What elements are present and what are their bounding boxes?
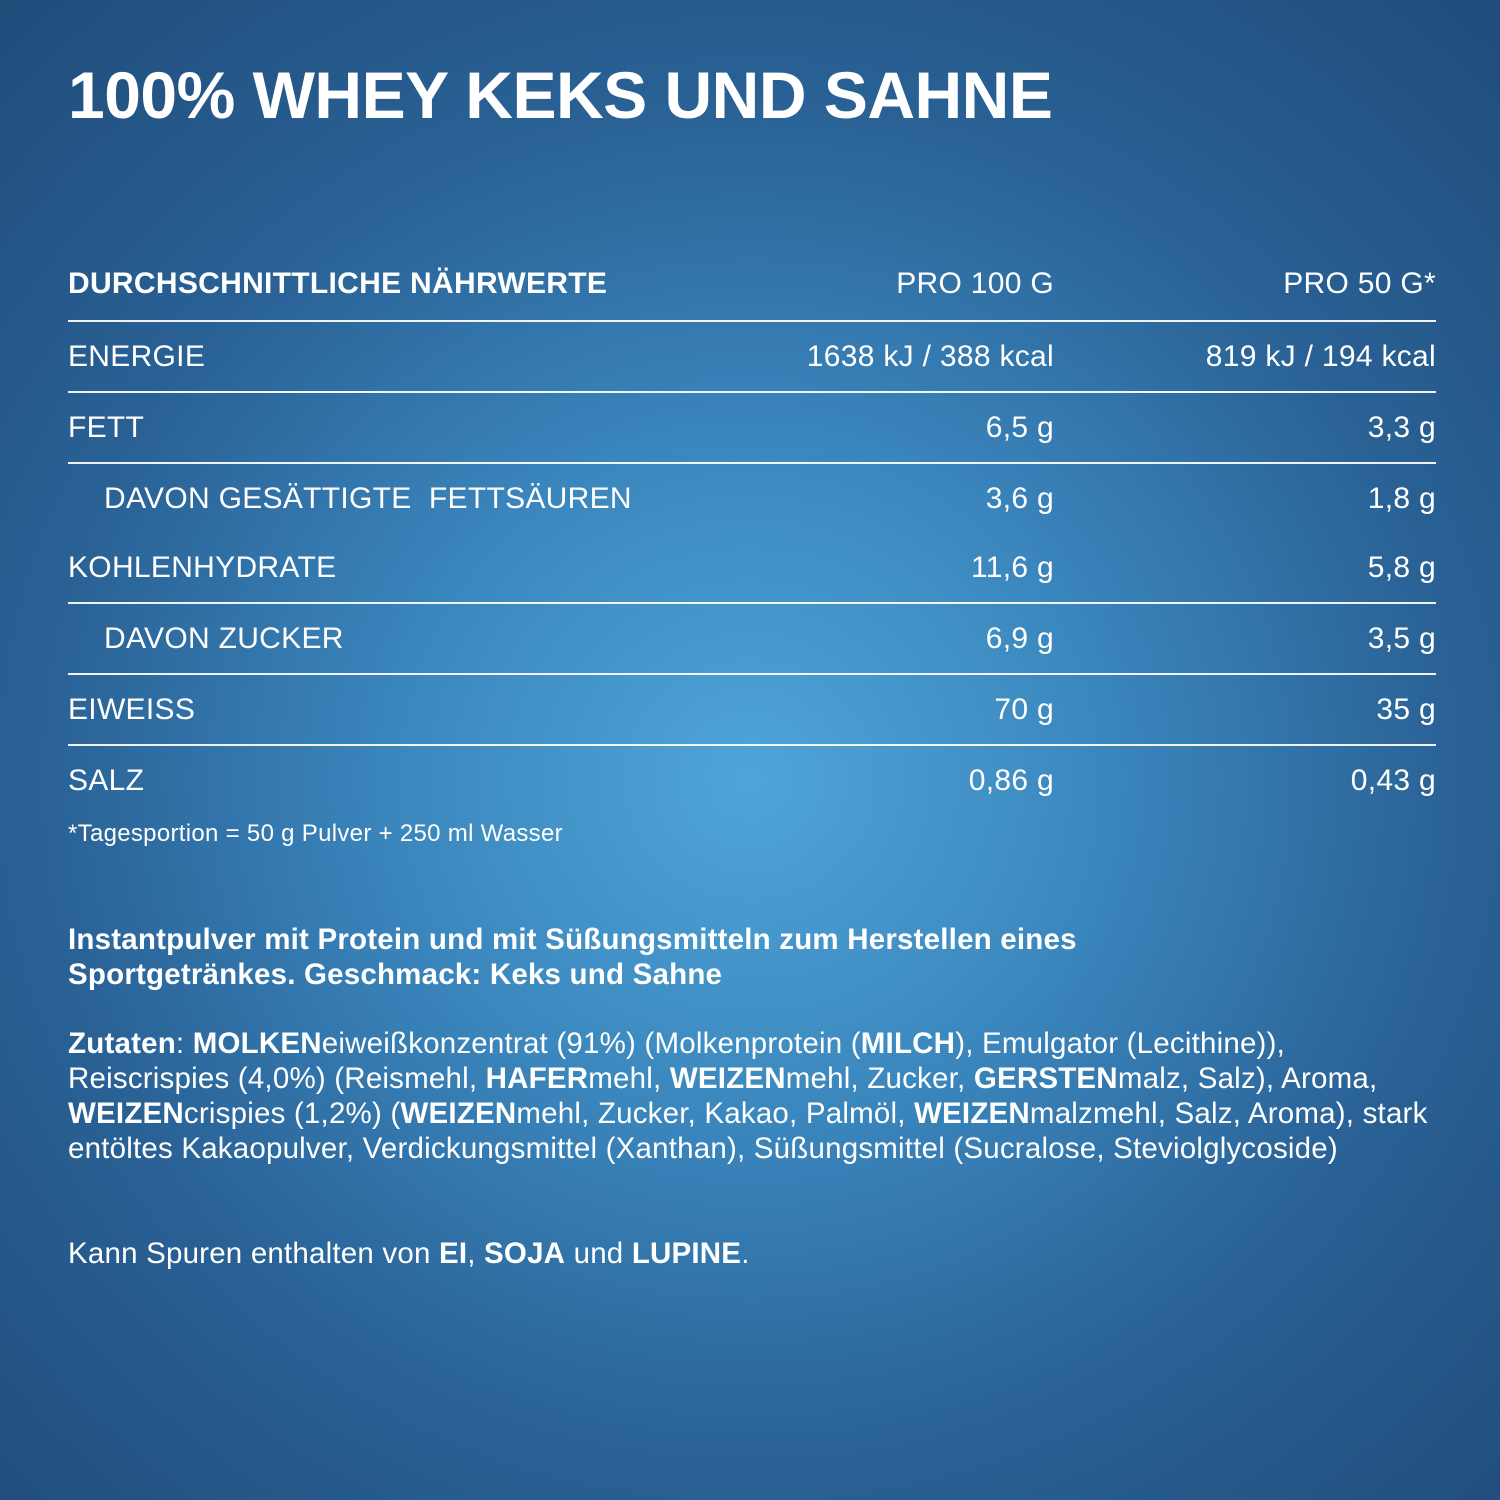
- traces-statement: Kann Spuren enthalten von EI, SOJA und L…: [68, 1236, 1448, 1271]
- allergen-milk: MILCH: [860, 1027, 956, 1060]
- nutrition-row-salt: SALZ 0,86 g 0,43 g: [68, 745, 1436, 815]
- nutrition-table: DURCHSCHNITTLICHE NÄHRWERTE PRO 100 G PR…: [68, 248, 1436, 815]
- nutrition-row-sugar: DAVON ZUCKER 6,9 g 3,5 g: [68, 603, 1436, 675]
- value-per-50g: 3,5 g: [1054, 603, 1436, 675]
- nutrient-label: SALZ: [68, 763, 145, 797]
- product-description: Instantpulver mit Protein und mit Süßung…: [68, 922, 1448, 992]
- allergen-oats: HAFER: [485, 1062, 589, 1095]
- ingredients-text: :: [175, 1027, 193, 1060]
- traces-text: Kann Spuren enthalten von: [68, 1237, 439, 1270]
- nutrition-row-energy: ENERGIE 1638 kJ / 388 kcal 819 kJ / 194 …: [68, 321, 1436, 393]
- nutrient-label: FETT: [68, 392, 754, 464]
- nutrition-row-fat: FETT 6,5 g 3,3 g: [68, 392, 1436, 464]
- ingredients-label: Zutaten: [68, 1027, 176, 1060]
- allergen-wheat: WEIZEN: [669, 1062, 786, 1095]
- ingredients-text: ), Emulgator (Lecithine)), Reiscrispies …: [68, 1027, 1286, 1095]
- value-per-50g: 35 g: [1054, 674, 1436, 746]
- ingredients-text: mehl, Zucker, Kakao, Palmöl,: [516, 1097, 914, 1130]
- allergen-egg: EI: [438, 1237, 468, 1270]
- serving-footnote: *Tagesportion = 50 g Pulver + 250 ml Was…: [68, 820, 563, 847]
- nutrition-row-protein: EIWEISS 70 g 35 g: [68, 674, 1436, 746]
- allergen-soy: SOJA: [484, 1237, 566, 1270]
- product-title: 100% WHEY KEKS UND SAHNE: [68, 58, 1053, 132]
- nutrition-header-row: DURCHSCHNITTLICHE NÄHRWERTE PRO 100 G PR…: [68, 248, 1436, 322]
- allergen-milk: MOLKEN: [192, 1027, 322, 1060]
- nutrient-label: EIWEISS: [68, 674, 754, 746]
- ingredients-text: mehl, Zucker,: [785, 1062, 974, 1095]
- header-nutrient-label: DURCHSCHNITTLICHE NÄHRWERTE: [68, 248, 754, 322]
- value-per-50g: 5,8 g: [1054, 533, 1436, 604]
- ingredients-text: malzmehl, Salz, Aroma), stark entöltes K…: [68, 1097, 1428, 1165]
- header-per-100g: PRO 100 G: [754, 248, 1054, 322]
- traces-text: .: [741, 1237, 750, 1270]
- value-per-100g: 6,9 g: [754, 603, 1054, 675]
- nutrient-label: KOHLENHYDRATE: [68, 533, 754, 604]
- allergen-wheat: WEIZEN: [68, 1097, 184, 1130]
- traces-text: und: [565, 1237, 632, 1270]
- allergen-wheat: WEIZEN: [400, 1097, 517, 1130]
- nutrition-row-carbohydrates: KOHLENHYDRATE 11,6 g 5,8 g: [68, 533, 1436, 604]
- traces-text: ,: [467, 1237, 485, 1270]
- allergen-barley: GERSTEN: [973, 1062, 1118, 1095]
- value-per-100g: 0,86 g: [968, 763, 1054, 797]
- description-line: Sportgetränkes. Geschmack: Keks und Sahn…: [68, 958, 723, 991]
- value-per-100g: 3,6 g: [985, 481, 1054, 515]
- value-per-100g: 11,6 g: [754, 533, 1054, 604]
- header-per-50g: PRO 50 G*: [1054, 248, 1436, 322]
- value-per-50g: 819 kJ / 194 kcal: [1054, 321, 1436, 393]
- value-per-100g: 6,5 g: [754, 392, 1054, 464]
- nutrient-label: ENERGIE: [68, 321, 754, 393]
- value-per-50g: 1,8 g: [1367, 481, 1436, 515]
- allergen-wheat: WEIZEN: [914, 1097, 1030, 1130]
- value-per-100g: 1638 kJ / 388 kcal: [754, 321, 1054, 393]
- value-per-100g: 70 g: [754, 674, 1054, 746]
- ingredients-list: Zutaten: MOLKENeiweißkonzentrat (91%) (M…: [68, 1026, 1448, 1166]
- value-per-50g: 0,43 g: [1350, 763, 1436, 797]
- nutrient-label: DAVON GESÄTTIGTE FETTSÄUREN: [104, 481, 632, 515]
- allergen-lupin: LUPINE: [631, 1237, 742, 1270]
- value-per-50g: 3,3 g: [1054, 392, 1436, 464]
- ingredients-text: crispies (1,2%) (: [183, 1097, 401, 1130]
- ingredients-text: mehl,: [588, 1062, 670, 1095]
- ingredients-text: eiweißkonzentrat (91%) (Molkenprotein (: [321, 1027, 861, 1060]
- nutrient-label: DAVON ZUCKER: [68, 603, 754, 675]
- ingredients-text: malz, Salz), Aroma,: [1117, 1062, 1378, 1095]
- nutrition-row-saturated-fat: DAVON GESÄTTIGTE FETTSÄUREN 3,6 g 1,8 g: [68, 463, 1436, 533]
- description-line: Instantpulver mit Protein und mit Süßung…: [68, 923, 1077, 956]
